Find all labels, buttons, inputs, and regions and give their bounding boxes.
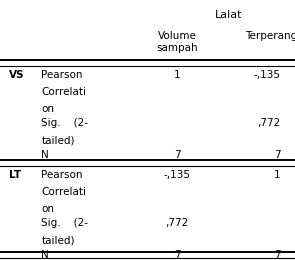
Text: 7: 7 bbox=[174, 150, 180, 159]
Text: -,135: -,135 bbox=[163, 170, 191, 180]
Text: 7: 7 bbox=[174, 250, 180, 259]
Text: LT: LT bbox=[9, 170, 21, 180]
Text: tailed): tailed) bbox=[41, 235, 75, 245]
Text: Correlati: Correlati bbox=[41, 87, 86, 97]
Text: N: N bbox=[41, 250, 49, 259]
Text: 1: 1 bbox=[174, 70, 180, 80]
Text: Sig.    (2-: Sig. (2- bbox=[41, 118, 88, 128]
Text: ,772: ,772 bbox=[257, 118, 280, 128]
Text: 7: 7 bbox=[274, 250, 280, 259]
Text: Pearson: Pearson bbox=[41, 70, 83, 80]
Text: Correlati: Correlati bbox=[41, 187, 86, 197]
Text: -,135: -,135 bbox=[253, 70, 280, 80]
Text: 1: 1 bbox=[274, 170, 280, 180]
Text: N: N bbox=[41, 150, 49, 159]
Text: ,772: ,772 bbox=[165, 218, 189, 228]
Text: Terperangkap: Terperangkap bbox=[245, 31, 295, 41]
Text: VS: VS bbox=[9, 70, 24, 80]
Text: Sig.    (2-: Sig. (2- bbox=[41, 218, 88, 228]
Text: on: on bbox=[41, 104, 54, 114]
Text: tailed): tailed) bbox=[41, 135, 75, 145]
Text: Lalat: Lalat bbox=[215, 10, 242, 20]
Text: on: on bbox=[41, 204, 54, 214]
Text: 7: 7 bbox=[274, 150, 280, 159]
Text: Volume
sampah: Volume sampah bbox=[156, 31, 198, 53]
Text: Pearson: Pearson bbox=[41, 170, 83, 180]
